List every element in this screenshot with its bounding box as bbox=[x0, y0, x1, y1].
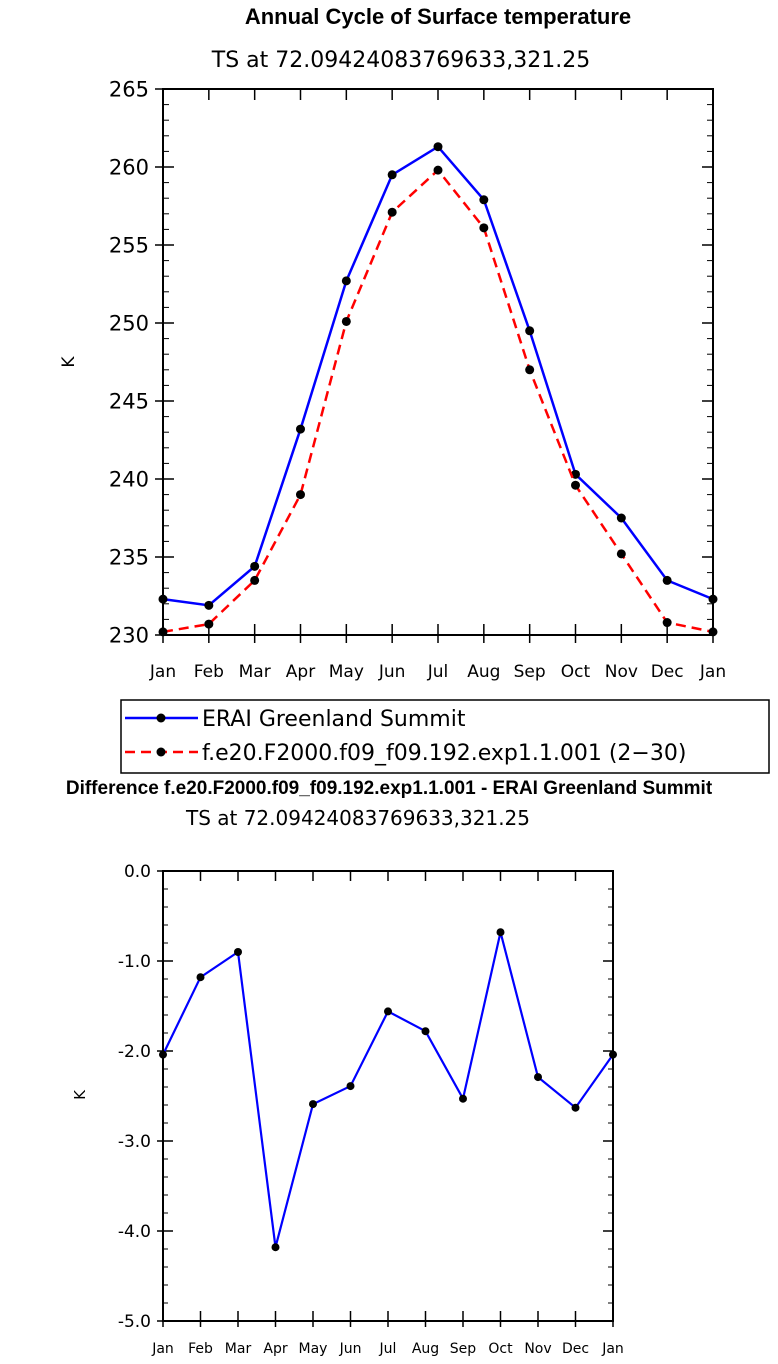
x-tick-label: Mar bbox=[225, 1341, 252, 1357]
chart1-plot-frame bbox=[162, 88, 714, 636]
series-1-point-4 bbox=[341, 316, 351, 326]
series-line-1 bbox=[162, 168, 714, 634]
series-0-point-3 bbox=[271, 1243, 280, 1252]
x-tick-label: Dec bbox=[651, 662, 684, 682]
series-1-point-2 bbox=[250, 575, 260, 585]
x-tick-label: May bbox=[329, 662, 364, 682]
annual-cycle-chart: Annual Cycle of Surface temperature TS a… bbox=[59, 4, 770, 774]
series-0-point-10 bbox=[534, 1073, 542, 1082]
chart2-plot-frame bbox=[162, 870, 614, 1322]
y-tick-label: 230 bbox=[109, 624, 149, 648]
series-0-point-2 bbox=[250, 561, 260, 571]
x-tick-label: Nov bbox=[605, 662, 638, 682]
x-tick-label: Apr bbox=[286, 662, 315, 682]
y-tick-label: -5.0 bbox=[118, 1312, 151, 1332]
series-0-point-11 bbox=[571, 1103, 580, 1112]
x-tick-label: May bbox=[299, 1341, 328, 1357]
series-0-point-6 bbox=[433, 142, 443, 152]
x-tick-label: Aug bbox=[467, 662, 500, 682]
x-tick-label: Jan bbox=[699, 662, 726, 682]
chart2-ylabel: K bbox=[71, 1089, 89, 1100]
series-line-0 bbox=[162, 145, 714, 607]
y-tick-label: 265 bbox=[109, 78, 149, 102]
y-tick-label: -4.0 bbox=[118, 1222, 151, 1242]
y-tick-label: -3.0 bbox=[118, 1132, 151, 1152]
y-tick-label: 255 bbox=[109, 234, 149, 258]
chart2-title: Difference f.e20.F2000.f09_f09.192.exp1.… bbox=[66, 778, 713, 799]
x-tick-label: Jan bbox=[149, 662, 176, 682]
series-1-point-1 bbox=[204, 619, 214, 629]
series-0-point-5 bbox=[346, 1082, 355, 1091]
legend-marker-model bbox=[156, 747, 166, 757]
x-tick-label: Jan bbox=[151, 1341, 174, 1357]
y-tick-label: -2.0 bbox=[118, 1042, 151, 1062]
difference-chart: Difference f.e20.F2000.f09_f09.192.exp1.… bbox=[66, 778, 713, 1357]
series-0-point-6 bbox=[384, 1007, 392, 1016]
series-0-point-1 bbox=[204, 600, 214, 610]
x-tick-label: Jul bbox=[427, 662, 449, 682]
legend-box bbox=[120, 699, 770, 774]
series-0-point-9 bbox=[496, 928, 505, 937]
series-1-point-3 bbox=[296, 490, 305, 500]
y-tick-label: -1.0 bbox=[118, 952, 151, 972]
legend-label-model: f.e20.F2000.f09_f09.192.exp1.1.001 (2−30… bbox=[202, 741, 686, 766]
x-tick-label: Sep bbox=[514, 662, 546, 682]
series-0-point-7 bbox=[421, 1027, 430, 1036]
x-tick-label: Feb bbox=[188, 1341, 213, 1357]
series-1-point-7 bbox=[479, 223, 489, 233]
series-1-point-5 bbox=[387, 207, 397, 217]
x-tick-label: Oct bbox=[561, 662, 591, 682]
series-line-0 bbox=[162, 931, 614, 1248]
x-tick-label: Nov bbox=[524, 1341, 551, 1357]
chart1-legend: ERAI Greenland Summit f.e20.F2000.f09_f0… bbox=[120, 699, 770, 774]
series-0-point-5 bbox=[387, 170, 397, 180]
x-tick-label: Jun bbox=[378, 662, 406, 682]
series-0-point-8 bbox=[525, 326, 535, 336]
chart2-subtitle: TS at 72.09424083769633,321.25 bbox=[185, 806, 530, 830]
x-tick-label: Dec bbox=[562, 1341, 589, 1357]
series-1-point-10 bbox=[616, 549, 626, 559]
x-tick-label: Jan bbox=[601, 1341, 624, 1357]
x-tick-label: Apr bbox=[263, 1341, 287, 1357]
series-0-point-8 bbox=[459, 1094, 467, 1103]
y-tick-label: 240 bbox=[109, 468, 149, 492]
chart1-title: Annual Cycle of Surface temperature bbox=[245, 4, 631, 29]
series-0-point-3 bbox=[296, 424, 305, 434]
series-0-point-4 bbox=[341, 276, 351, 286]
series-0-point-1 bbox=[196, 973, 205, 982]
x-tick-label: Feb bbox=[194, 662, 224, 682]
series-0-point-10 bbox=[616, 513, 626, 523]
series-0-point-2 bbox=[234, 948, 242, 956]
series-1-point-6 bbox=[433, 165, 443, 175]
chart1-subtitle: TS at 72.09424083769633,321.25 bbox=[211, 48, 590, 73]
x-tick-label: Aug bbox=[412, 1341, 439, 1357]
chart1-ylabel: K bbox=[59, 356, 79, 368]
x-tick-label: Mar bbox=[239, 662, 271, 682]
series-0-point-4 bbox=[309, 1100, 317, 1109]
y-tick-label: 235 bbox=[109, 546, 149, 570]
x-tick-label: Jul bbox=[379, 1341, 397, 1357]
y-tick-label: 0.0 bbox=[124, 862, 151, 882]
y-tick-label: 250 bbox=[109, 312, 149, 336]
legend-label-erai: ERAI Greenland Summit bbox=[202, 707, 466, 732]
series-1-point-9 bbox=[571, 480, 580, 490]
legend-marker-erai bbox=[156, 713, 166, 723]
series-1-point-11 bbox=[662, 618, 672, 628]
series-1-point-8 bbox=[525, 365, 535, 375]
x-tick-label: Jun bbox=[339, 1341, 362, 1357]
y-tick-label: 245 bbox=[109, 390, 149, 414]
series-0-point-11 bbox=[662, 575, 672, 585]
series-0-point-7 bbox=[479, 195, 489, 205]
y-tick-label: 260 bbox=[109, 156, 149, 180]
x-tick-label: Sep bbox=[450, 1341, 477, 1357]
x-tick-label: Oct bbox=[488, 1341, 513, 1357]
